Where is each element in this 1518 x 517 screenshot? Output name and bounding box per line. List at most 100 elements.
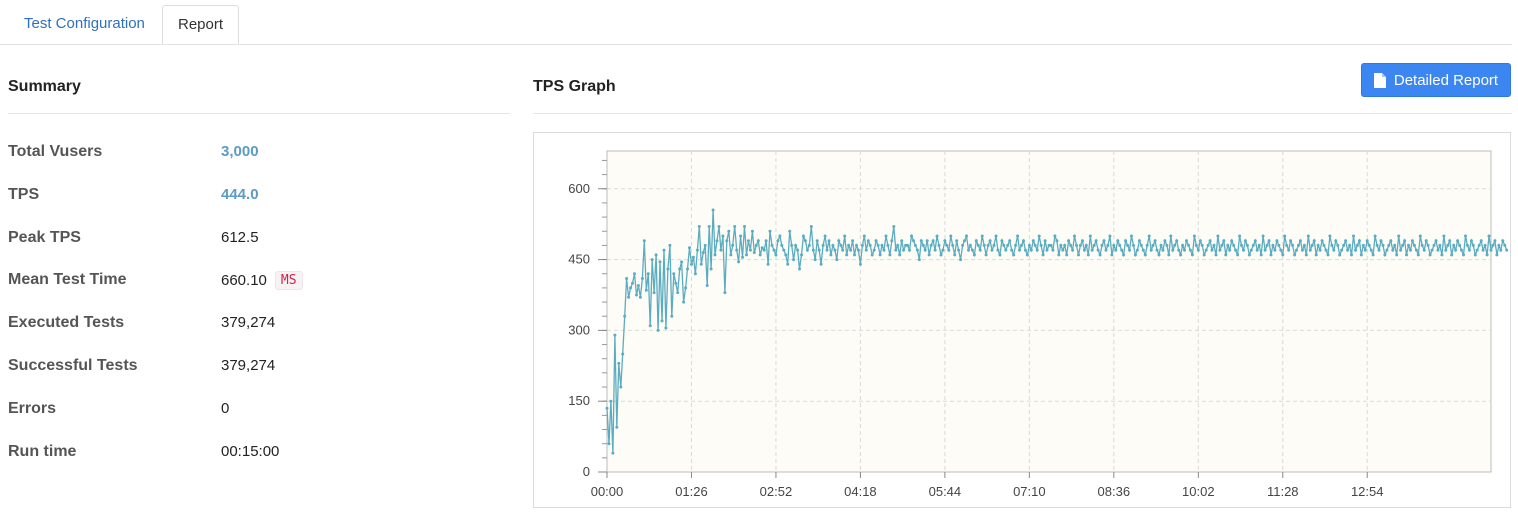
tps-data-point bbox=[688, 246, 691, 250]
tps-data-point bbox=[1332, 248, 1336, 252]
x-tick-label: 00:00 bbox=[591, 484, 624, 499]
tps-data-point bbox=[762, 248, 766, 252]
tps-data-point bbox=[1132, 243, 1135, 247]
total-vusers-link[interactable]: 3,000 bbox=[221, 143, 259, 160]
tps-data-point bbox=[1469, 239, 1473, 243]
tps-data-point bbox=[760, 246, 764, 250]
tps-data-point bbox=[658, 260, 662, 264]
tps-data-point bbox=[1363, 248, 1367, 252]
tps-data-point bbox=[737, 260, 741, 264]
tps-data-point bbox=[1194, 243, 1198, 247]
tps-data-point bbox=[697, 225, 701, 228]
tps-data-point bbox=[731, 243, 735, 247]
tps-data-point bbox=[992, 243, 996, 247]
tab-test-configuration[interactable]: Test Configuration bbox=[24, 15, 145, 32]
tps-data-point bbox=[1354, 248, 1357, 252]
tps-data-point bbox=[1316, 243, 1320, 247]
tps-data-point bbox=[1379, 239, 1383, 243]
tps-data-point bbox=[809, 225, 813, 228]
tps-data-point bbox=[963, 239, 966, 243]
tps-data-point bbox=[947, 248, 951, 252]
tps-data-point bbox=[1118, 243, 1122, 247]
tps-data-point bbox=[1450, 253, 1454, 257]
y-tick-label: 150 bbox=[568, 393, 590, 408]
tps-data-point bbox=[843, 234, 847, 238]
tps-link[interactable]: 444.0 bbox=[221, 186, 259, 203]
summary-value: 00:15:00 bbox=[221, 443, 280, 460]
tps-data-point bbox=[1149, 248, 1153, 252]
tps-data-point bbox=[1409, 248, 1412, 252]
tps-data-point bbox=[1012, 253, 1016, 257]
tps-data-point bbox=[758, 253, 762, 257]
tps-data-point bbox=[636, 284, 640, 287]
tps-data-point bbox=[1218, 248, 1222, 252]
tps-data-point bbox=[1387, 243, 1391, 247]
tps-data-point bbox=[1049, 243, 1053, 247]
tps-data-point bbox=[1416, 253, 1420, 257]
tps-data-point bbox=[1275, 239, 1279, 243]
tps-data-point bbox=[768, 229, 772, 233]
tps-data-point bbox=[1479, 239, 1483, 243]
tps-data-point bbox=[1336, 243, 1340, 247]
tps-data-point bbox=[1102, 239, 1106, 243]
tps-data-point bbox=[1367, 243, 1371, 247]
chart-frame bbox=[533, 132, 1511, 508]
x-tick-label: 07:10 bbox=[1013, 484, 1046, 499]
tps-data-point bbox=[652, 291, 656, 295]
tps-data-point bbox=[615, 425, 619, 429]
tps-data-point bbox=[1418, 234, 1422, 238]
tps-data-point bbox=[1238, 234, 1242, 238]
tps-data-point bbox=[1271, 243, 1275, 247]
tps-data-point bbox=[1257, 243, 1261, 247]
tps-data-point bbox=[1344, 239, 1348, 243]
tps-data-point bbox=[774, 253, 778, 257]
tps-data-point bbox=[750, 229, 754, 233]
tab-report[interactable]: Report bbox=[162, 5, 239, 44]
tps-data-point bbox=[921, 243, 925, 247]
tps-data-point bbox=[1273, 248, 1277, 252]
y-tick-label: 300 bbox=[568, 322, 590, 337]
tps-data-point bbox=[972, 253, 976, 257]
tps-data-point bbox=[1212, 243, 1216, 247]
tps-data-point bbox=[1489, 248, 1493, 252]
tps-data-point bbox=[780, 243, 784, 247]
tps-data-point bbox=[1346, 248, 1350, 252]
tps-data-point bbox=[807, 243, 811, 247]
tps-data-point bbox=[1082, 248, 1086, 252]
tps-data-point bbox=[705, 284, 709, 287]
tps-data-point bbox=[1006, 243, 1010, 247]
tps-data-point bbox=[957, 248, 961, 252]
tps-data-point bbox=[935, 234, 939, 238]
summary-label: Total Vusers bbox=[8, 143, 103, 160]
tps-data-point bbox=[1112, 243, 1116, 247]
tps-data-point bbox=[631, 281, 634, 285]
tps-data-point bbox=[898, 253, 902, 257]
tps-data-point bbox=[1106, 243, 1110, 247]
tps-data-point bbox=[1464, 234, 1467, 238]
tps-data-point bbox=[1369, 248, 1373, 252]
x-tick-label: 04:18 bbox=[844, 484, 877, 499]
tps-data-point bbox=[1291, 243, 1295, 247]
tps-data-point bbox=[1281, 253, 1285, 257]
tps-data-point bbox=[713, 253, 717, 257]
tps-data-point bbox=[798, 267, 801, 271]
tps-data-point bbox=[662, 248, 666, 252]
tps-data-point bbox=[1069, 243, 1073, 247]
tps-data-point bbox=[756, 239, 760, 243]
tps-data-point bbox=[627, 295, 631, 299]
tps-data-point bbox=[874, 239, 878, 243]
tps-data-point bbox=[1277, 243, 1281, 247]
tps-data-point bbox=[743, 225, 746, 228]
tps-data-point bbox=[1414, 248, 1418, 252]
tps-data-point bbox=[1503, 243, 1507, 247]
tps-data-point bbox=[1434, 239, 1438, 243]
tps-data-point bbox=[1375, 243, 1379, 247]
tps-data-point bbox=[1177, 248, 1181, 252]
detailed-report-button[interactable]: Detailed Report bbox=[1361, 63, 1511, 97]
tps-data-point bbox=[1493, 239, 1497, 243]
tps-data-point bbox=[613, 333, 617, 337]
tps-data-point bbox=[805, 248, 809, 252]
tps-data-point bbox=[1465, 243, 1469, 247]
tps-data-point bbox=[1204, 248, 1208, 252]
tab-bar: Test Configuration Report bbox=[0, 0, 1512, 45]
